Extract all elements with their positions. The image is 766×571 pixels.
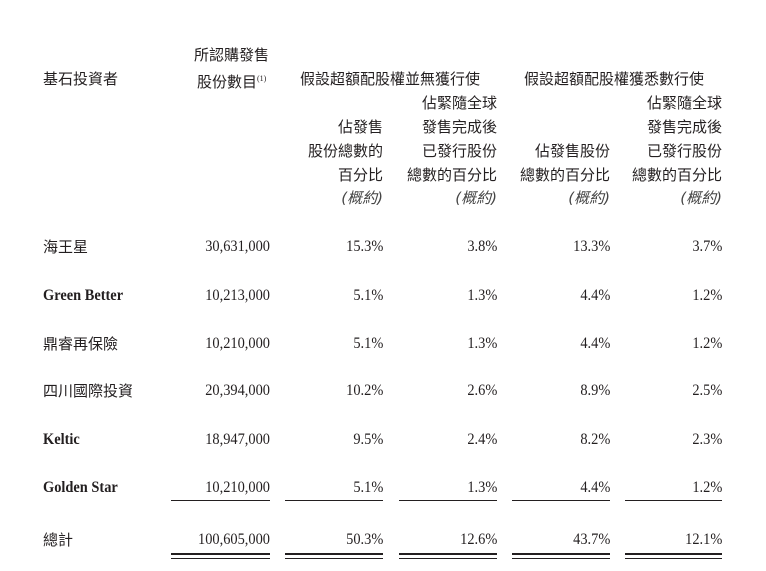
cell-p4: 12.1% (684, 531, 722, 548)
cell-p2: 12.6% (459, 531, 497, 548)
total-double-rule (171, 553, 270, 559)
cell-p1: 5.1% (353, 335, 383, 352)
cell-p4: 3.7% (692, 238, 722, 255)
cell-p4: 2.5% (692, 382, 722, 399)
c3-h1: 發售完成後 (421, 118, 497, 136)
cell-p1: 10.2% (345, 382, 383, 399)
cell-p3: 8.2% (580, 431, 610, 448)
c5-h4: (概約) (680, 189, 722, 207)
cell-shares: 30,631,000 (205, 238, 270, 255)
cell-p1: 50.3% (345, 531, 383, 548)
subtotal-rule (171, 500, 270, 501)
total-label: 總計 (43, 531, 74, 549)
cell-p3: 4.4% (580, 335, 610, 352)
header-shares-line1: 所認購發售 (194, 46, 270, 64)
total-double-rule (285, 553, 383, 559)
cell-p4: 1.2% (692, 335, 722, 352)
cell-p1: 5.1% (353, 479, 383, 496)
subtotal-rule (285, 500, 383, 501)
c5-h3: 總數的百分比 (631, 166, 722, 184)
c2-h0: 佔發售 (337, 118, 383, 136)
cell-p3: 4.4% (580, 479, 610, 496)
cell-p3: 43.7% (572, 531, 610, 548)
c3-h2: 已發行股份 (421, 142, 497, 160)
cell-shares: 100,605,000 (198, 531, 270, 548)
subtotal-rule (512, 500, 610, 501)
investor-name: 鼎睿再保險 (43, 335, 119, 353)
cell-p3: 8.9% (580, 382, 610, 399)
c2-h3: (概約) (341, 189, 383, 207)
cell-p3: 13.3% (572, 238, 610, 255)
cell-shares: 10,213,000 (205, 287, 270, 304)
cell-p4: 1.2% (692, 287, 722, 304)
cell-p1: 9.5% (353, 431, 383, 448)
footnote-ref: (1) (257, 74, 267, 83)
c5-h1: 發售完成後 (646, 118, 722, 136)
group-header-full-exercise: 假設超額配股權獲悉數行使 (524, 70, 705, 88)
c2-h2: 百分比 (337, 166, 383, 184)
total-double-rule (512, 553, 610, 559)
header-investor: 基石投資者 (43, 70, 119, 88)
c4-h0: 佔發售股份 (534, 142, 610, 160)
cell-p2: 2.4% (467, 431, 497, 448)
cell-p2: 1.3% (467, 479, 497, 496)
cell-shares: 10,210,000 (205, 335, 270, 352)
c2-h1: 股份總數的 (307, 142, 383, 160)
c3-h0: 佔緊隨全球 (421, 94, 497, 112)
investor-name: 四川國際投資 (43, 382, 134, 400)
c3-h4: (概約) (455, 189, 497, 207)
c5-h0: 佔緊隨全球 (646, 94, 722, 112)
group-header-no-exercise: 假設超額配股權並無獲行使 (300, 70, 481, 88)
c4-h2: (概約) (568, 189, 610, 207)
cell-p4: 1.2% (692, 479, 722, 496)
cell-p1: 5.1% (353, 287, 383, 304)
cell-p4: 2.3% (692, 431, 722, 448)
c3-h3: 總數的百分比 (406, 166, 497, 184)
subtotal-rule (399, 500, 497, 501)
cell-shares: 18,947,000 (205, 431, 270, 448)
investor-name: Keltic (43, 431, 80, 448)
total-double-rule (625, 553, 722, 559)
cell-p2: 1.3% (467, 335, 497, 352)
cell-p1: 15.3% (345, 238, 383, 255)
cell-p3: 4.4% (580, 287, 610, 304)
cell-p2: 1.3% (467, 287, 497, 304)
cell-p2: 3.8% (467, 238, 497, 255)
total-double-rule (399, 553, 497, 559)
cell-shares: 10,210,000 (205, 479, 270, 496)
cell-shares: 20,394,000 (205, 382, 270, 399)
header-shares-text: 股份數目 (197, 73, 258, 91)
c5-h2: 已發行股份 (646, 142, 722, 160)
header-shares-line2: 股份數目(1) (197, 69, 266, 92)
c4-h1: 總數的百分比 (519, 166, 610, 184)
subtotal-rule (625, 500, 722, 501)
cell-p2: 2.6% (467, 382, 497, 399)
investor-name: Green Better (43, 287, 124, 304)
investor-name: Golden Star (43, 479, 118, 496)
investor-name: 海王星 (43, 238, 89, 256)
